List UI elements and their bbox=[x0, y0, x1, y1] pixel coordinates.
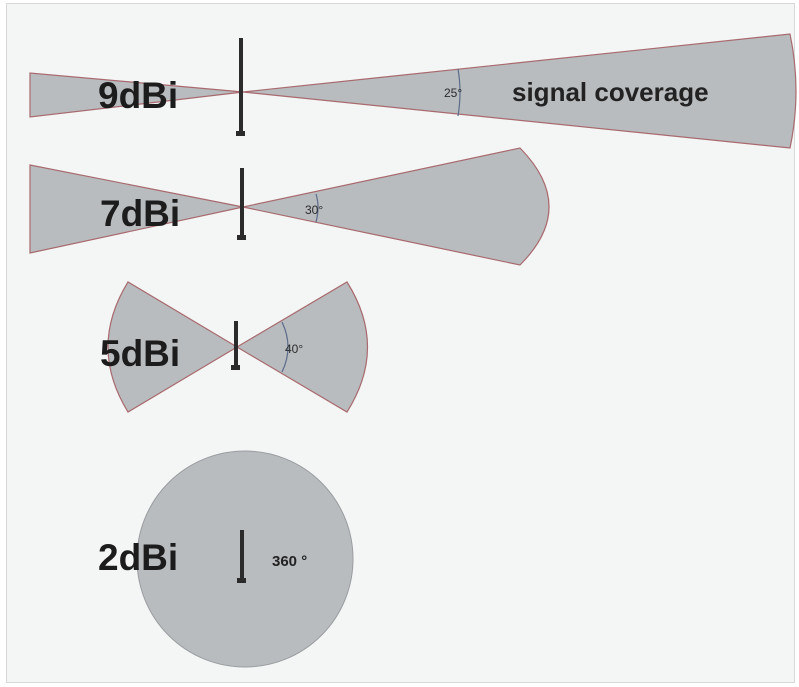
antenna-9dbi-base bbox=[236, 131, 245, 136]
signal-coverage-label: signal coverage bbox=[512, 77, 709, 107]
antenna-7dbi bbox=[240, 168, 244, 240]
antenna-9dbi bbox=[239, 38, 243, 136]
lobe-7dbi-right bbox=[242, 147, 550, 266]
angle-label-2dbi: 360 ° bbox=[272, 553, 307, 570]
antenna-7dbi-base bbox=[237, 235, 246, 240]
lobe-7dbi-left bbox=[29, 164, 244, 254]
angle-arc-9dbi bbox=[457, 68, 461, 117]
pattern-2dbi: 2dBi 360 ° bbox=[98, 450, 354, 668]
lobe-9dbi-left bbox=[29, 72, 244, 118]
pattern-9dbi: 9dBi 25° signal coverage bbox=[29, 33, 797, 149]
lobe-9dbi-right bbox=[242, 33, 797, 149]
lobe-5dbi-right bbox=[235, 281, 368, 413]
antenna-2dbi-base bbox=[237, 578, 246, 583]
angle-label-7dbi: 30° bbox=[305, 203, 323, 217]
gain-label-9dbi: 9dBi bbox=[98, 75, 178, 116]
pattern-5dbi: 5dBi 40° bbox=[100, 281, 368, 413]
angle-label-5dbi: 40° bbox=[285, 342, 303, 356]
gain-label-2dbi: 2dBi bbox=[98, 537, 178, 578]
antenna-5dbi bbox=[234, 321, 238, 370]
coverage-disc-2dbi bbox=[136, 450, 354, 668]
gain-label-5dbi: 5dBi bbox=[100, 333, 180, 374]
pattern-7dbi: 7dBi 30° bbox=[29, 147, 550, 266]
angle-arc-7dbi bbox=[315, 193, 319, 223]
antenna-5dbi-base bbox=[231, 365, 240, 370]
angle-label-9dbi: 25° bbox=[444, 86, 462, 100]
gain-label-7dbi: 7dBi bbox=[100, 193, 180, 234]
lobe-5dbi-left bbox=[107, 281, 239, 413]
antenna-2dbi bbox=[240, 530, 244, 583]
angle-arc-5dbi bbox=[281, 321, 289, 373]
